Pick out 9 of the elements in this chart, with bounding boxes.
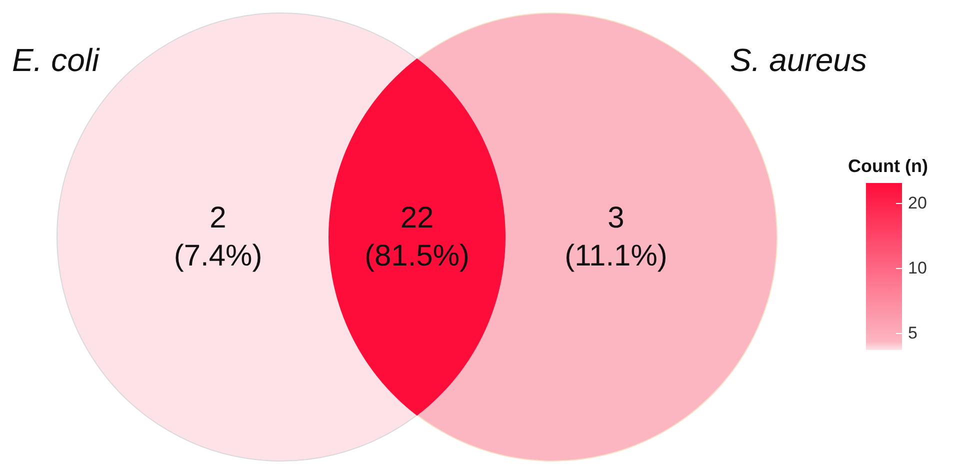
color-bar-title: Count (n) bbox=[848, 156, 928, 176]
text: 20 bbox=[908, 194, 927, 212]
data-label: 2 (7.4%) bbox=[174, 202, 262, 272]
data-label: 22 (81.5%) bbox=[364, 202, 470, 272]
text: 5 bbox=[908, 324, 918, 342]
text: 10 bbox=[908, 258, 927, 278]
data-label: 3 (11.1%) bbox=[564, 202, 668, 272]
text: E. coli bbox=[12, 42, 100, 78]
text: S. aureus bbox=[730, 42, 867, 78]
